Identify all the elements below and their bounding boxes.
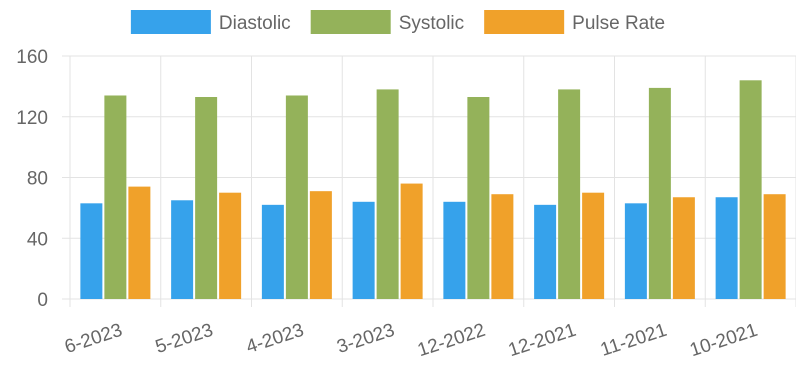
y-axis: 0 40 80 120 160 (16, 47, 48, 311)
bar-pulse-rate-6-2023[interactable] (128, 186, 151, 299)
x-tick-label: 11-2021 (598, 320, 669, 361)
bar-diastolic-11-2021[interactable] (624, 203, 647, 299)
y-tick-label: 80 (27, 169, 48, 190)
x-tick-label: 12-2022 (415, 320, 488, 362)
bar-pulse-rate-10-2021[interactable] (763, 194, 786, 299)
legend-item-pulse-rate[interactable]: Pulse Rate (484, 10, 665, 34)
bar-pulse-rate-12-2021[interactable] (582, 192, 605, 299)
x-tick-label: 3-2023 (334, 320, 397, 358)
legend-label: Systolic (399, 13, 464, 34)
x-axis: 6-2023 5-2023 4-2023 3-2023 12-2022 12-2021 11… (62, 320, 760, 362)
bar-diastolic-4-2023[interactable] (261, 204, 284, 299)
bar-pulse-rate-11-2021[interactable] (672, 197, 695, 299)
bar-systolic-10-2021[interactable] (739, 80, 762, 299)
legend-swatch (484, 10, 565, 34)
bar-diastolic-12-2022[interactable] (443, 201, 466, 299)
bar-systolic-11-2021[interactable] (648, 87, 671, 299)
bar-diastolic-6-2023[interactable] (80, 203, 103, 299)
bar-diastolic-5-2023[interactable] (171, 200, 194, 299)
x-tick-label: 10-2021 (687, 320, 760, 362)
legend-swatch (130, 10, 211, 34)
bar-systolic-12-2021[interactable] (558, 89, 581, 299)
y-tick-label: 40 (27, 229, 48, 250)
bar-pulse-rate-12-2022[interactable] (491, 194, 514, 299)
legend-item-diastolic[interactable]: Diastolic (130, 10, 291, 34)
bar-systolic-6-2023[interactable] (104, 95, 127, 299)
legend-label: Pulse Rate (572, 13, 665, 34)
y-tick-label: 0 (37, 290, 48, 311)
bars (80, 80, 786, 299)
x-tick-label: 5-2023 (153, 320, 216, 358)
y-tick-label: 160 (16, 47, 48, 68)
bar-systolic-3-2023[interactable] (376, 89, 399, 299)
x-tick-label: 6-2023 (62, 320, 125, 358)
x-tick-label: 4-2023 (244, 320, 307, 358)
y-tick-label: 120 (16, 108, 48, 129)
legend: Diastolic Systolic Pulse Rate (130, 10, 665, 34)
bar-diastolic-10-2021[interactable] (715, 197, 738, 299)
bar-systolic-4-2023[interactable] (285, 95, 308, 299)
bar-diastolic-12-2021[interactable] (534, 204, 557, 299)
legend-swatch (310, 10, 391, 34)
bar-pulse-rate-5-2023[interactable] (219, 192, 242, 299)
bar-diastolic-3-2023[interactable] (352, 201, 375, 299)
bar-pulse-rate-3-2023[interactable] (400, 183, 423, 299)
bar-systolic-5-2023[interactable] (195, 97, 218, 299)
legend-label: Diastolic (219, 13, 291, 34)
x-tick-label: 12-2021 (506, 320, 579, 362)
legend-item-systolic[interactable]: Systolic (310, 10, 464, 34)
bar-systolic-12-2022[interactable] (467, 97, 490, 299)
bar-pulse-rate-4-2023[interactable] (309, 191, 332, 299)
